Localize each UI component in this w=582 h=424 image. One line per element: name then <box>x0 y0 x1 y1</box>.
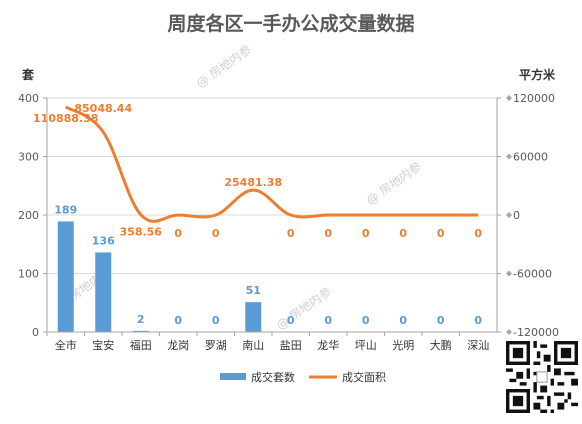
bar <box>132 330 149 332</box>
bar-data-label: 0 <box>174 314 182 327</box>
bar-data-label: 2 <box>137 313 145 326</box>
line-data-label: 0 <box>362 227 370 240</box>
bar <box>95 252 112 332</box>
line-data-label: 0 <box>212 227 220 240</box>
x-tick-label: 龙岗 <box>167 339 189 352</box>
y-right-tick-label: -120000 <box>513 326 559 339</box>
y-right-tick-label: 0 <box>513 209 520 222</box>
y-left-tick-label: 400 <box>18 92 39 105</box>
x-tick-label: 福田 <box>130 338 152 352</box>
y-right-tick-marker <box>506 212 512 218</box>
line-data-label: 110888.38 <box>33 112 98 125</box>
y-left-tick-label: 300 <box>18 151 39 164</box>
x-tick-label: 盐田 <box>280 339 302 352</box>
x-tick-label: 深汕 <box>467 339 489 352</box>
bar-data-label: 189 <box>54 203 77 216</box>
y-right-tick-label: 60000 <box>513 151 548 164</box>
bar-data-label: 0 <box>287 314 295 327</box>
bar-data-label: 0 <box>399 314 407 327</box>
y-right-tick-marker <box>506 270 512 277</box>
bar <box>57 221 74 332</box>
line <box>64 105 479 223</box>
y-left-tick-label: 100 <box>18 268 39 281</box>
x-tick-label: 坪山 <box>355 339 377 352</box>
line-data-label: 0 <box>324 227 332 240</box>
x-tick-label: 全市 <box>55 338 77 352</box>
y-right-tick-marker <box>506 329 512 335</box>
y-right-tick-label: 120000 <box>513 92 555 105</box>
watermark-text: @ 房地内参 <box>193 42 254 91</box>
line-data-label: 0 <box>174 227 182 240</box>
axes: 0100200300400-120000-60000060000120000全市… <box>18 92 559 352</box>
x-tick-label: 宝安 <box>92 338 114 352</box>
bars <box>57 221 262 332</box>
line-data-label: 0 <box>437 227 445 240</box>
y-left-unit: 套 <box>21 67 35 82</box>
y-left-tick-label: 0 <box>32 326 39 339</box>
line-data-label: 0 <box>287 227 295 240</box>
line-data-label: 0 <box>474 227 482 240</box>
x-tick-label: 龙华 <box>317 338 339 352</box>
y-left-tick-label: 200 <box>18 209 39 222</box>
bar-data-label: 0 <box>474 314 482 327</box>
qr-pattern <box>506 341 578 413</box>
watermark-text: @ 房地内参 <box>363 159 424 208</box>
x-tick-label: 罗湖 <box>205 339 227 352</box>
bar-data-label: 51 <box>246 284 261 297</box>
legend-label-bar: 成交套数 <box>251 370 295 384</box>
line-data-label: 25481.38 <box>224 176 282 189</box>
bar <box>245 302 262 332</box>
bar-data-label: 0 <box>362 314 370 327</box>
bar-data-label: 136 <box>92 234 115 247</box>
chart-title: 周度各区一手办公成交量数据 <box>167 12 414 35</box>
qr-code-icon <box>506 341 578 413</box>
x-tick-label: 南山 <box>242 339 264 352</box>
line-data-label: 85048.44 <box>74 102 132 115</box>
x-tick-label: 大鹏 <box>430 338 452 352</box>
area-line <box>64 105 479 223</box>
y-right-tick-label: -60000 <box>513 268 552 281</box>
bar-data-label: 0 <box>324 314 332 327</box>
bar-data-label: 0 <box>212 314 220 327</box>
y-right-unit: 平方米 <box>519 67 556 82</box>
line-data-label: 0 <box>399 227 407 240</box>
line-data-label: 358.56 <box>120 226 163 239</box>
legend-swatch-bar <box>220 373 246 380</box>
legend: 成交套数 成交面积 <box>220 370 386 384</box>
y-right-tick-marker <box>506 153 512 160</box>
legend-label-line: 成交面积 <box>342 370 386 384</box>
bar-data-label: 0 <box>437 314 445 327</box>
x-tick-label: 光明 <box>392 338 414 352</box>
y-right-tick-marker <box>506 95 512 101</box>
